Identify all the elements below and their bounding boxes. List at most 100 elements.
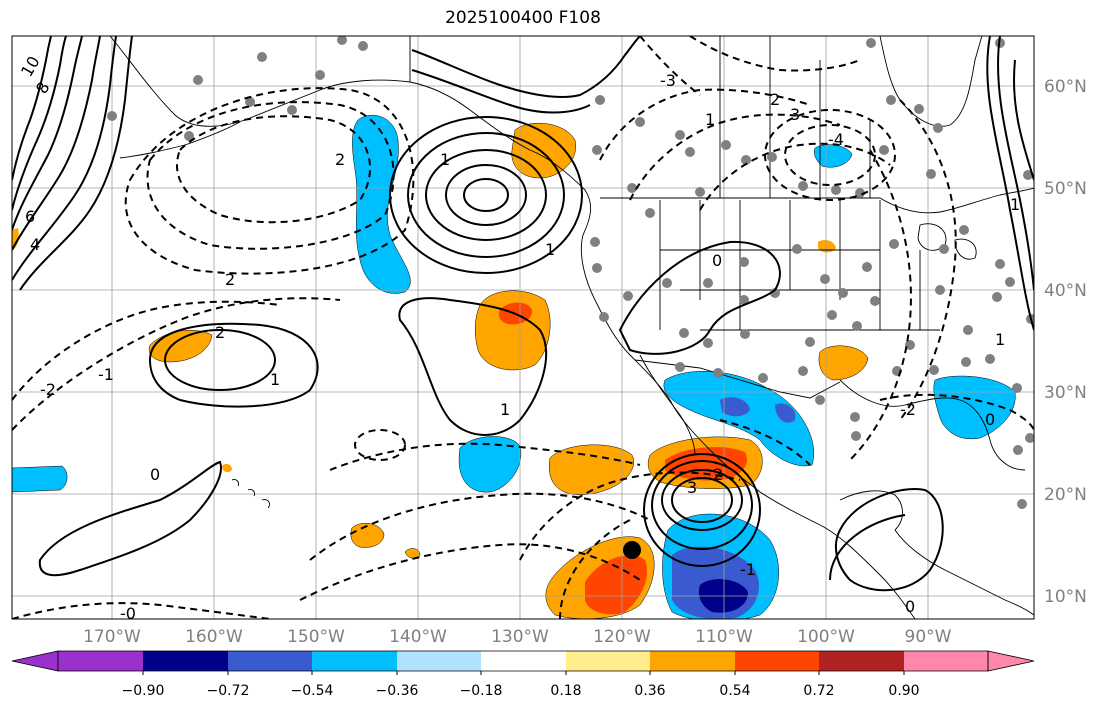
contour-label: 3 [790,105,800,124]
colorbar-bin [312,651,397,671]
station-dot [995,259,1005,269]
colorbar: −0.90 −0.72 −0.54 −0.36 −0.18 0.18 0.36 … [11,650,1035,699]
contour-tc [671,477,733,523]
contour-label: -2 [900,400,916,419]
station-dot [599,312,609,322]
contour-label: 2 [225,270,235,289]
lon-label: 100°W [797,627,855,647]
contour-label: 1 [545,240,555,259]
station-dot [939,244,949,254]
contour-label: -0 [120,604,136,623]
station-dot [831,185,841,195]
contour-label: -1 [740,560,756,579]
station-dot [792,244,802,254]
station-dot [740,329,750,339]
station-dot [767,152,777,162]
contour-neg-bottom [12,602,271,619]
map-panel: 10 8 6 4 2 1 0 -0 -1 -2 -3 -4 3 2 1 1 2 … [12,36,1034,623]
station-dot [850,412,860,422]
contour-label: 4 [30,235,40,254]
station-dot [675,362,685,372]
colorbar-bin [58,651,143,671]
colorbar-label: −0.54 [291,683,334,699]
contour-label: 0 [985,410,995,429]
station-dot [963,325,973,335]
contour-alaska-high-2 [411,69,591,114]
station-dot [739,295,749,305]
figure-title: 2025100400 F108 [445,8,601,28]
station-dot [926,169,936,179]
contour-label: 1 [995,330,1005,349]
colorbar-bin [650,651,735,671]
contour-low-ne-pacific [425,149,547,241]
station-dot [287,105,297,115]
contour-label: 6 [25,207,35,226]
station-dot [798,181,808,191]
station-dot [358,41,368,51]
contour-tc [651,460,753,550]
lon-label: 130°W [491,627,549,647]
colorbar-bin [566,651,650,671]
contour-neg-east-2 [849,149,912,461]
colorbar-label: −0.72 [207,683,250,699]
station-dot [889,239,899,249]
station-dot [1013,445,1023,455]
shade-orange-west-edge [12,228,19,250]
contour-neg-south [329,442,641,471]
station-dot [703,278,713,288]
shade-orange-bc [511,123,577,179]
station-dot [193,75,203,85]
station-dot [866,38,876,48]
negative-contours [12,36,1034,619]
contour-label: -1 [98,365,114,384]
colorbar-bin [735,651,819,671]
colorbar-bin [397,651,481,671]
station-dot [741,155,751,165]
station-dot [245,97,255,107]
station-dot [933,123,943,133]
lon-label: 150°W [287,627,345,647]
contour-1-central-america [829,514,906,581]
graticule [12,36,1034,619]
contour-east-3 [1013,59,1034,181]
shade-blue-mexico-east [663,371,814,467]
station-dot [1012,383,1022,393]
shade-blue-mid-dark2 [775,403,796,423]
station-dot [675,130,685,140]
shade-orange-tiny [404,548,421,559]
contour-label: 2 [335,150,345,169]
contour-0-central-america [834,488,944,592]
colorbar-label: 0.18 [550,683,581,699]
contour-neg-wide-1 [12,300,281,401]
shade-orange-gulf-small [818,240,836,253]
positive-contours [12,36,1034,592]
station-dot [852,321,862,331]
contour-neg-ne-pacific-3 [124,87,415,275]
contour-neg-south-3 [299,543,641,601]
station-dot [337,36,347,45]
station-dot [879,145,889,155]
contour-label: 1 [1010,195,1020,214]
contour-west-edge-3 [12,36,101,251]
contour-neg-top-2 [689,36,861,72]
colorbar-bin [228,651,312,671]
yucatan [839,490,903,531]
station-dot [592,263,602,273]
contour-label: 2 [713,465,723,484]
contour-label: 1 [500,400,510,419]
shade-orange-hawaii-small [222,463,232,473]
colorbar-bin [143,651,228,671]
lon-label: 120°W [593,627,651,647]
hudson-bay [879,36,983,127]
station-dot [985,354,995,364]
contour-tc [643,453,761,567]
contour-west-edge-1 [19,36,133,291]
latitude-labels: 60°N 50°N 40°N 30°N 20°N 10°N [1044,77,1087,607]
contour-neg-ne-pacific-2 [146,101,395,250]
contour-west-edge-2 [12,36,117,281]
contour-tc [661,469,743,531]
station-dot [257,52,267,62]
colorbar-bin [481,651,566,671]
aleutians [119,121,241,159]
colorbar-label: −0.18 [460,683,503,699]
